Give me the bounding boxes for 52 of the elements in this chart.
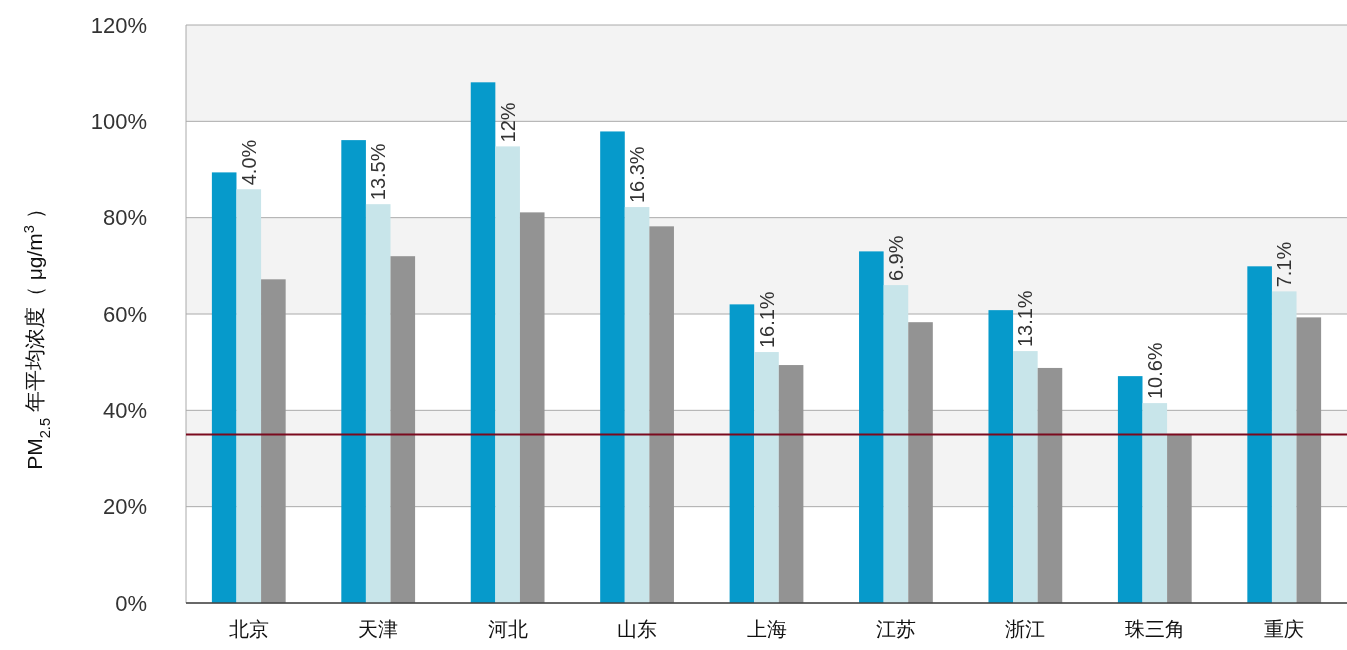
bar bbox=[1167, 433, 1192, 603]
annotation: 16.1% bbox=[755, 291, 778, 349]
x-tick-label: 河北 bbox=[487, 618, 528, 640]
bar bbox=[754, 352, 779, 603]
y-tick-label: 40% bbox=[102, 397, 147, 423]
bar bbox=[859, 251, 884, 603]
y-tick-label: 60% bbox=[102, 301, 147, 327]
bar bbox=[1142, 403, 1168, 603]
x-tick-label: 山东 bbox=[617, 618, 658, 640]
bar bbox=[778, 365, 804, 603]
x-tick-label: 北京 bbox=[228, 618, 269, 640]
annotation: 12% bbox=[496, 102, 519, 143]
x-tick-label: 浙江 bbox=[1005, 618, 1046, 640]
bar bbox=[729, 304, 755, 603]
annotation: 13.5% bbox=[367, 143, 390, 201]
bar bbox=[908, 322, 933, 603]
annotation: 13.1% bbox=[1014, 290, 1037, 348]
bar bbox=[883, 285, 909, 603]
bar bbox=[649, 226, 674, 603]
bar bbox=[390, 256, 416, 603]
bar bbox=[211, 172, 237, 603]
x-tick-label: 重庆 bbox=[1264, 618, 1305, 640]
bar bbox=[1037, 367, 1063, 603]
bar bbox=[1117, 376, 1143, 603]
annotation: 6.9% bbox=[884, 235, 907, 282]
y-tick-label: 100% bbox=[90, 108, 147, 134]
annotation: 7.1% bbox=[1273, 241, 1296, 288]
bar bbox=[365, 204, 391, 603]
bar bbox=[341, 140, 366, 603]
y-tick-label: 0% bbox=[115, 590, 147, 616]
annotation: 16.3% bbox=[626, 146, 649, 204]
bar bbox=[1013, 351, 1038, 603]
x-tick-label: 天津 bbox=[358, 618, 399, 640]
y-tick-label: 120% bbox=[90, 12, 147, 38]
bar bbox=[236, 189, 262, 603]
annotation: 4.0% bbox=[237, 139, 260, 186]
x-tick-label: 江苏 bbox=[875, 618, 916, 640]
x-tick-label: 珠三角 bbox=[1124, 618, 1185, 640]
y-tick-label: 20% bbox=[102, 494, 147, 520]
bar bbox=[261, 279, 286, 603]
bar bbox=[988, 310, 1014, 603]
x-tick-label: 上海 bbox=[746, 618, 787, 640]
bar bbox=[470, 82, 496, 603]
bar bbox=[495, 146, 520, 603]
bar bbox=[1271, 291, 1297, 603]
y-tick-label: 80% bbox=[102, 205, 147, 231]
bar bbox=[1247, 266, 1272, 603]
bar bbox=[1296, 317, 1322, 603]
bar bbox=[624, 207, 650, 603]
annotation: 10.6% bbox=[1143, 342, 1166, 400]
bar bbox=[600, 131, 625, 603]
bar bbox=[519, 212, 545, 603]
